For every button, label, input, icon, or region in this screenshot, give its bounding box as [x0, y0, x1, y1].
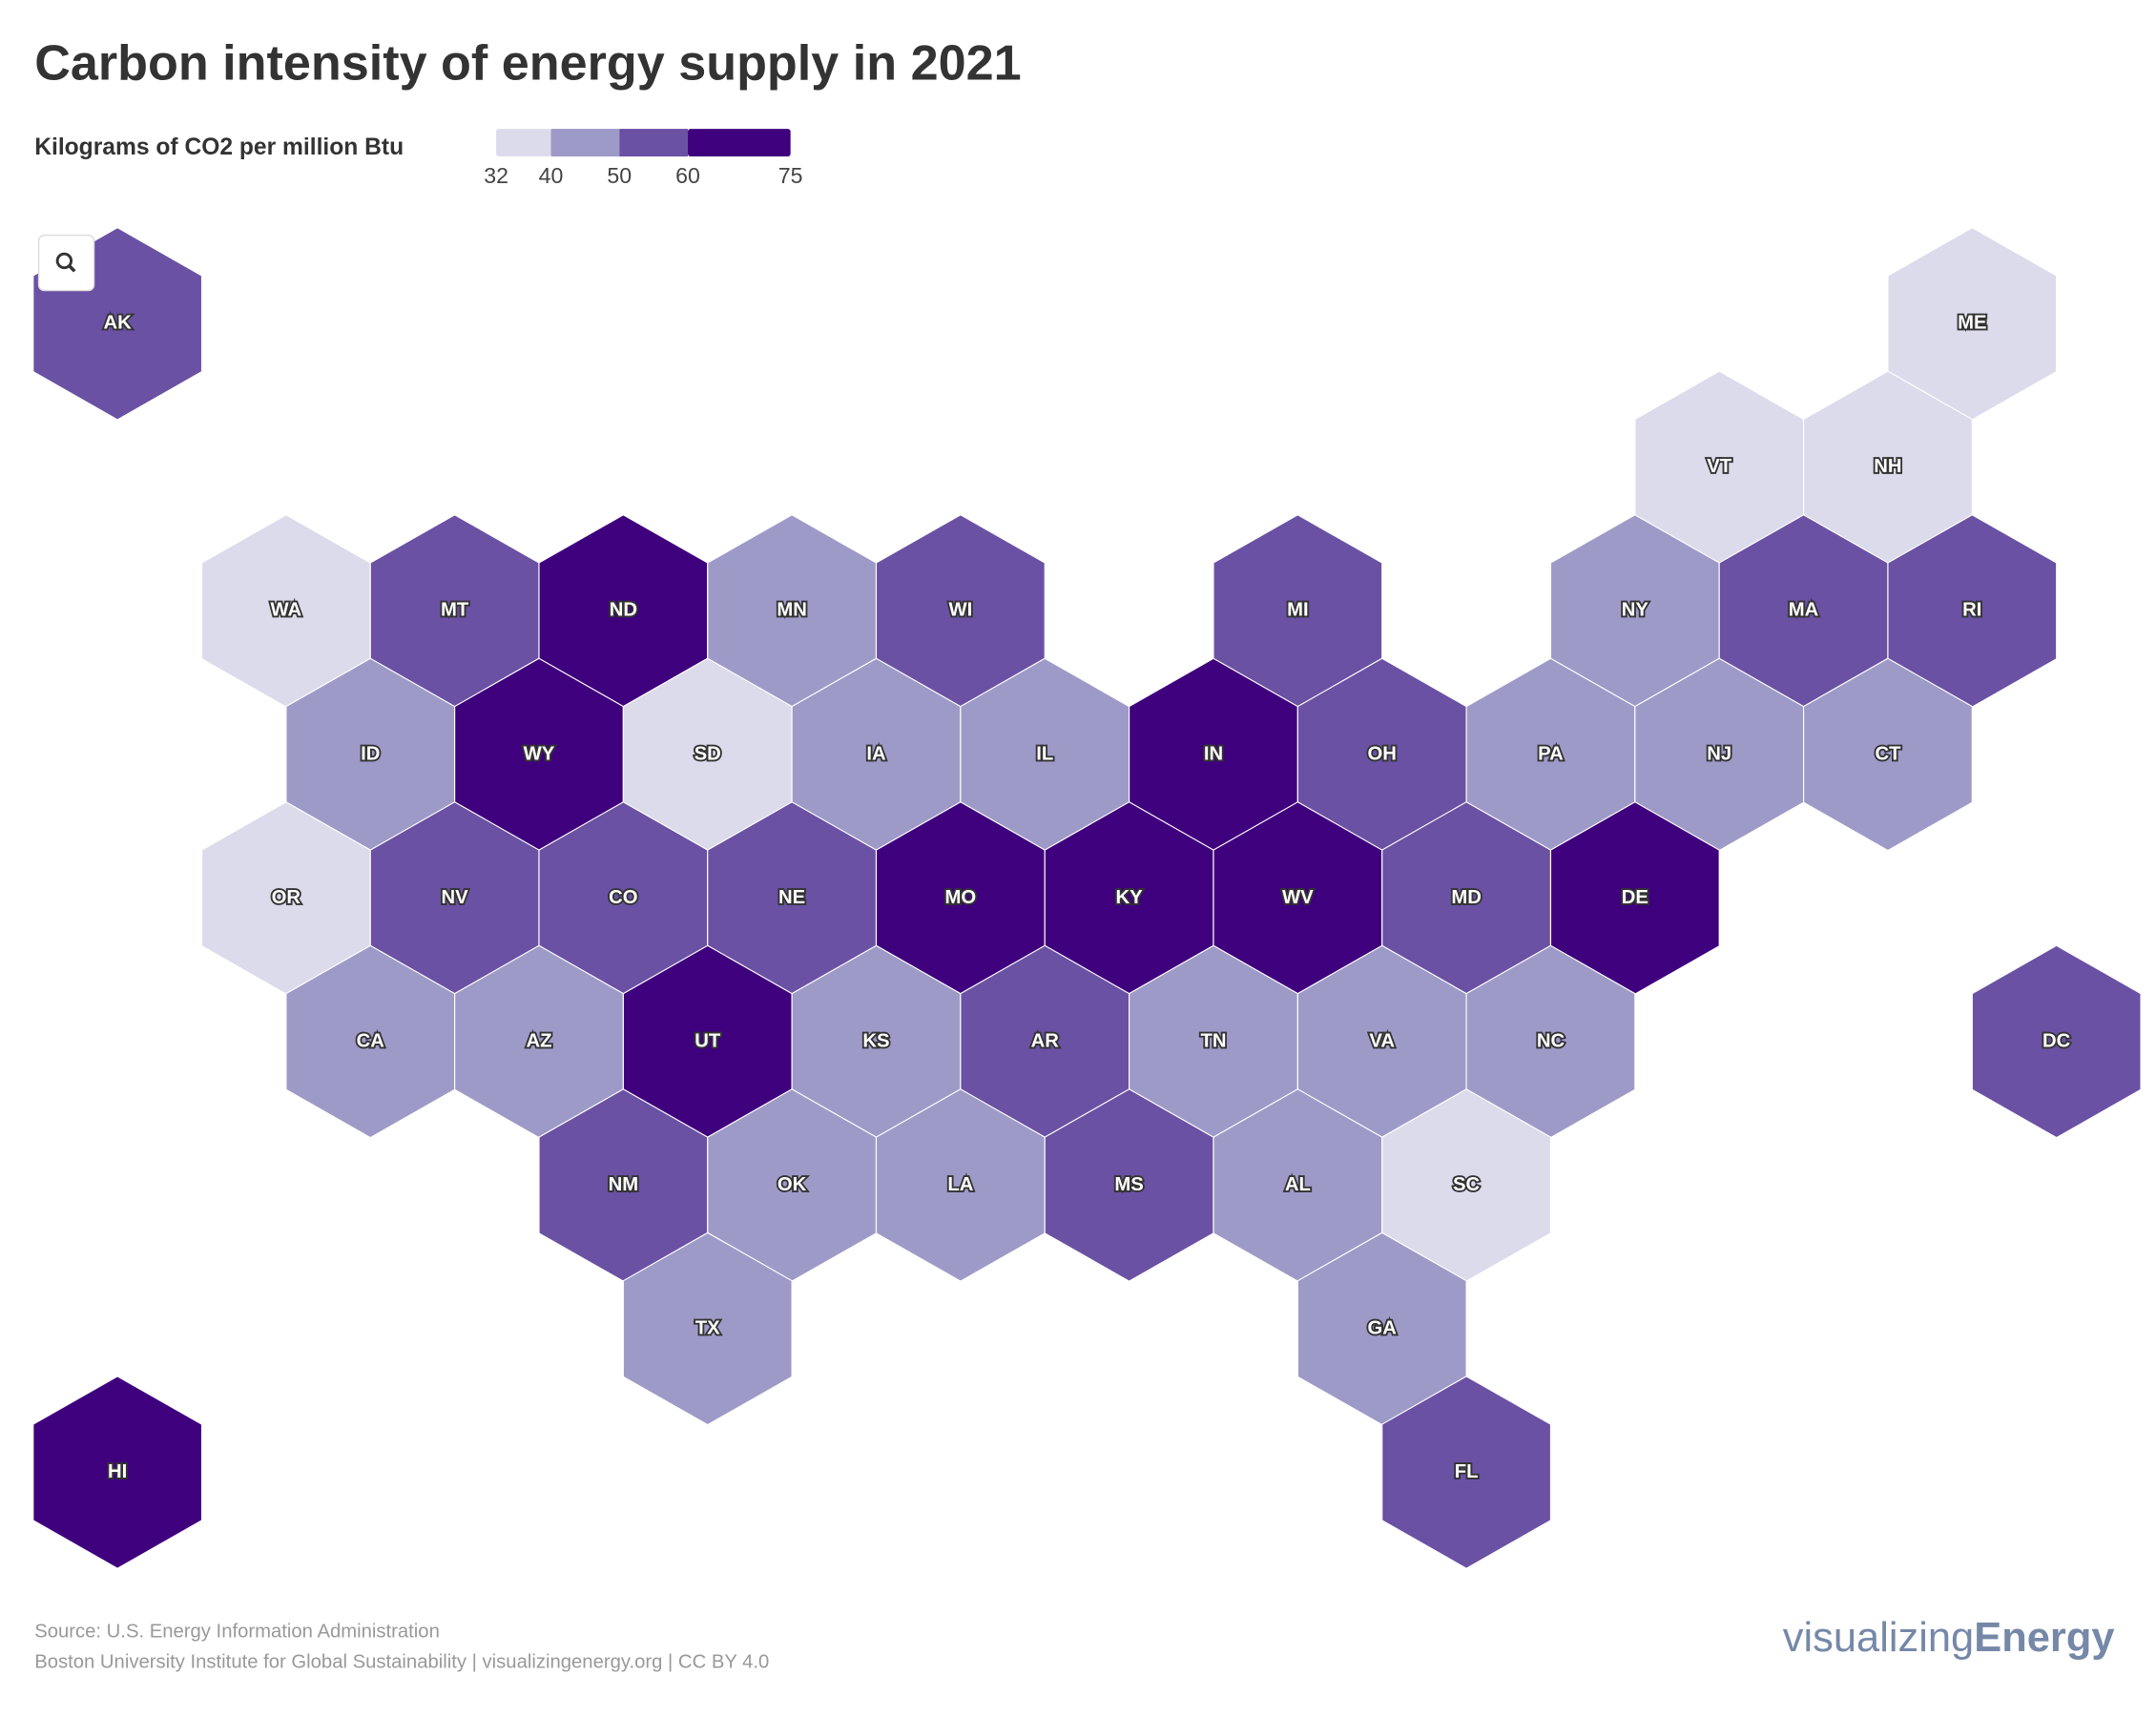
logo-light: visualizing [1783, 1615, 1974, 1661]
state-label: MS [1114, 1174, 1143, 1195]
state-label: UT [694, 1030, 721, 1051]
state-label: FL [1455, 1461, 1479, 1482]
state-label: CT [1875, 743, 1901, 764]
legend-tick-label: 32 [484, 163, 508, 188]
legend-tick-label: 50 [607, 163, 632, 188]
state-label: ME [1958, 313, 1986, 334]
legend: 32 40 50 60 75 [484, 129, 803, 188]
state-label: ID [361, 743, 380, 764]
zoom-button-box[interactable] [37, 234, 95, 292]
state-label: NJ [1707, 743, 1731, 764]
state-label: IN [1204, 743, 1223, 764]
state-label: VT [1707, 456, 1732, 477]
legend-swatch [496, 129, 551, 157]
state-label: ND [610, 600, 637, 621]
state-label: HI [108, 1461, 127, 1482]
state-label: MI [1287, 600, 1309, 621]
source: Source: U.S. Energy Information Administ… [34, 1622, 440, 1643]
state-label: NV [442, 887, 469, 908]
state-label: KS [862, 1030, 889, 1051]
state-label: OR [272, 887, 301, 908]
search-icon [68, 264, 76, 273]
legend-tick-label: 60 [675, 163, 700, 188]
zoom-button[interactable] [37, 234, 95, 292]
state-label: TN [1200, 1030, 1226, 1051]
state-label: NY [1622, 600, 1649, 621]
state-label: CA [357, 1030, 385, 1051]
state-label: MN [777, 600, 807, 621]
state-hex [32, 1376, 203, 1569]
state-label: WA [271, 600, 302, 621]
state-label: TX [695, 1317, 720, 1338]
legend-title: Kilograms of CO2 per million Btu [34, 134, 404, 160]
state-label: MD [1451, 887, 1482, 908]
state-label: NM [609, 1174, 639, 1195]
legend-tick-label: 75 [778, 163, 803, 188]
state-label: IL [1036, 743, 1053, 764]
state-label: OH [1368, 743, 1397, 764]
state-label: MO [945, 887, 977, 908]
state-hex [1381, 1376, 1552, 1569]
state-label: IA [866, 743, 886, 764]
state-label: SD [694, 743, 721, 764]
state-label: WY [524, 743, 555, 764]
state-label: VA [1369, 1030, 1395, 1051]
legend-swatch [688, 129, 791, 157]
state-label: AK [104, 313, 133, 334]
state-hex [622, 1231, 793, 1426]
state-label: KY [1116, 887, 1144, 908]
legend-tick-label: 40 [539, 163, 564, 188]
state-label: MT [441, 600, 469, 621]
state-label: SC [1453, 1174, 1481, 1195]
state-label: AR [1031, 1030, 1060, 1051]
state-label: AZ [526, 1030, 551, 1051]
state-label: RI [1962, 600, 1981, 621]
state-label: NC [1537, 1030, 1565, 1051]
state-label: DE [1622, 887, 1648, 908]
logo: visualizingEnergy [1783, 1615, 2115, 1661]
state-hex [1971, 944, 2142, 1139]
state-label: GA [1368, 1317, 1398, 1338]
hex-map: AK ME VT NH WA MT ND MN WI MI NY MA RI ID WY SD IA IL IN OH… [32, 226, 2142, 1569]
state-label: PA [1538, 743, 1564, 764]
state-label: MA [1789, 600, 1819, 621]
legend-swatch [619, 129, 689, 157]
chart-title: Carbon intensity of energy supply in 202… [34, 36, 1021, 92]
search-icon [55, 252, 73, 270]
state-hex [1802, 657, 1973, 852]
logo-bold: Energy [1974, 1615, 2114, 1661]
credit: Boston University Institute for Global S… [34, 1652, 769, 1673]
state-label: CO [609, 887, 637, 908]
legend-swatch [550, 129, 620, 157]
state-label: AL [1285, 1174, 1311, 1195]
state-label: NE [778, 887, 805, 908]
state-label: WV [1282, 887, 1314, 908]
state-label: DC [2042, 1030, 2071, 1051]
state-label: WI [948, 600, 972, 621]
state-label: OK [777, 1174, 807, 1195]
state-label: NH [1874, 456, 1901, 477]
state-label: LA [947, 1174, 973, 1195]
